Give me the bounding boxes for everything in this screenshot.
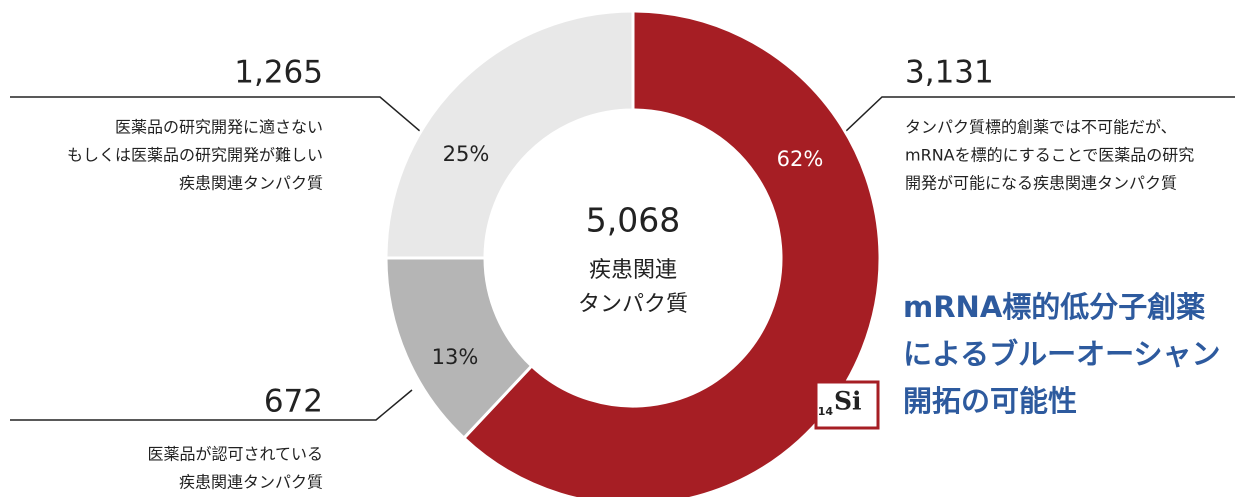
description: 医薬品が認可されている bbox=[147, 445, 323, 464]
headline: 開拓の可能性 bbox=[903, 384, 1077, 418]
percent-label: 25% bbox=[443, 142, 490, 166]
leader-line bbox=[844, 96, 1235, 133]
donut bbox=[384, 9, 882, 497]
description: 疾患関連タンパク質 bbox=[179, 174, 323, 193]
donut-segment bbox=[384, 9, 635, 260]
headline: によるブルーオーシャン bbox=[903, 337, 1221, 371]
center-label: タンパク質 bbox=[578, 292, 688, 317]
description: タンパク質標的創薬では不可能だが、 bbox=[905, 118, 1177, 137]
center-label: 疾患関連 bbox=[589, 258, 677, 283]
description: mRNAを標的にすることで医薬品の研究 bbox=[905, 146, 1194, 165]
leader-line bbox=[10, 96, 422, 133]
headline: mRNA標的低分子創薬 bbox=[903, 290, 1205, 324]
description: もしくは医薬品の研究開発が難しい bbox=[67, 146, 323, 165]
badge-number: 14 bbox=[818, 405, 834, 418]
percent-label: 13% bbox=[432, 345, 479, 369]
count-label: 1,265 bbox=[234, 55, 323, 91]
donut-segment bbox=[461, 9, 882, 497]
description: 疾患関連タンパク質 bbox=[179, 473, 323, 492]
badge-symbol: Si bbox=[834, 387, 862, 416]
percent-label: 62% bbox=[777, 147, 824, 171]
count-label: 3,131 bbox=[905, 55, 994, 91]
count-label: 672 bbox=[264, 384, 323, 420]
description: 医薬品の研究開発に適さない bbox=[115, 118, 323, 137]
badge bbox=[814, 380, 880, 430]
leader-line bbox=[10, 389, 413, 421]
description: 開発が可能になる疾患関連タンパク質 bbox=[905, 174, 1177, 193]
total: 5,068 bbox=[586, 201, 680, 240]
